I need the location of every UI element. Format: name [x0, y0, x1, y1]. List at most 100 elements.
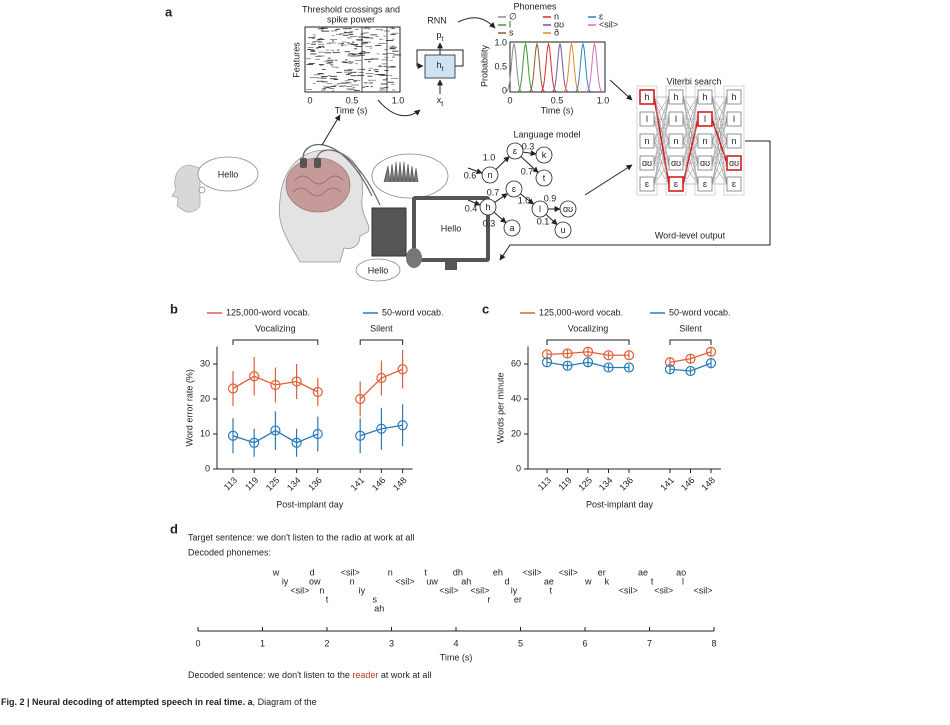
phoneme: <sil> — [396, 576, 415, 586]
marker — [249, 371, 260, 382]
phoneme: k — [605, 576, 610, 586]
sentence-part: at work at all — [378, 670, 431, 680]
y-tick-label: 0 — [205, 463, 210, 473]
phoneme: <sil> — [290, 585, 309, 595]
viterbi-edge — [653, 140, 670, 185]
legend-label: 50-word vocab. — [669, 307, 731, 317]
marker — [397, 364, 408, 375]
lm-edge — [545, 214, 558, 226]
lm-weight: 0.3 — [522, 141, 535, 151]
x-axis-label: Post-implant day — [586, 499, 654, 509]
lm-node — [535, 169, 553, 187]
y-tick-label: 60 — [511, 358, 521, 368]
lm-weight: 0.7 — [521, 166, 534, 176]
viterbi-state-label: ɛ — [732, 179, 736, 189]
rnn-symbol: ht — [437, 60, 444, 72]
viterbi-state-label: ɑʊ — [671, 158, 681, 168]
viterbi-state — [697, 133, 713, 149]
viterbi-state-label: h — [644, 92, 649, 102]
symbol: p — [437, 30, 442, 40]
marker — [623, 362, 635, 373]
x-tick-label: 148 — [391, 475, 409, 493]
phoneme: <sil> — [654, 585, 673, 595]
phoneme: iy — [511, 585, 518, 595]
marker — [270, 425, 281, 436]
lm-weight: 0.3 — [483, 218, 496, 228]
symbol: h — [437, 60, 442, 70]
viterbi-state-label: n — [702, 136, 707, 146]
x-tick-label: 148 — [699, 475, 717, 493]
viterbi-state-label: h — [731, 92, 736, 102]
viterbi-edge — [711, 96, 728, 164]
viterbi-state — [726, 155, 742, 171]
lm-node-label: ɛ — [512, 184, 516, 194]
lm-edge — [467, 167, 483, 175]
arrows — [321, 17, 771, 261]
legend-label: ɛ — [599, 11, 603, 21]
heatmap-xtick: 1.0 — [392, 95, 405, 105]
x-tick-label: 136 — [306, 475, 324, 493]
viterbi-state-label: n — [673, 136, 678, 146]
heatmap-xlabel: Time (s) — [335, 105, 368, 115]
viterbi-state — [697, 155, 713, 171]
chart — [207, 312, 413, 473]
viterbi-state-label: ɛ — [703, 179, 707, 189]
viterbi-path — [711, 118, 728, 164]
lm-node — [481, 166, 499, 184]
lm-node-label: l — [539, 204, 541, 214]
time-tick-label: 8 — [711, 638, 716, 648]
phoneme: ae — [544, 576, 554, 586]
viterbi-state — [668, 155, 684, 171]
legend-label: 50-word vocab. — [382, 307, 444, 317]
group-label: Silent — [370, 323, 393, 333]
lm-edge — [495, 156, 510, 170]
heatmap-xtick: 0.5 — [346, 95, 359, 105]
phoneme-curve — [528, 42, 546, 93]
legend-label: l — [509, 19, 511, 29]
group-bracket — [359, 339, 404, 345]
lm-edge — [467, 199, 481, 206]
viterbi-path — [653, 96, 670, 185]
phonemes-ytick: 0 — [502, 85, 507, 95]
phoneme: l — [682, 576, 684, 586]
legend-label: ð — [554, 27, 559, 37]
viterbi-state — [697, 89, 713, 105]
viterbi-state-label: l — [675, 114, 677, 124]
x-tick-label: 113 — [536, 475, 553, 492]
phoneme: <sil> — [523, 567, 542, 577]
subscript: t — [442, 66, 444, 73]
lm-node-label: n — [487, 170, 492, 180]
x-tick-label: 141 — [658, 475, 676, 493]
panel-label: c — [482, 301, 489, 316]
marker — [685, 353, 696, 364]
viterbi-state — [697, 111, 713, 127]
phoneme: t — [651, 576, 654, 586]
viterbi-state — [726, 89, 742, 105]
caption-bold: Fig. 2 | Neural decoding of attempted sp… — [1, 697, 254, 707]
phonemes-xlabel: Time (s) — [541, 105, 574, 115]
phoneme: w — [272, 567, 280, 577]
lm-weight: 0.7 — [487, 187, 500, 197]
group-bracket — [232, 339, 319, 345]
marker — [376, 423, 387, 434]
marker — [291, 376, 302, 387]
viterbi-state — [668, 133, 684, 149]
lm-weight: 0.9 — [544, 193, 557, 203]
legend-label: 125,000-word vocab. — [226, 307, 310, 317]
legend-label: ∅ — [509, 11, 517, 21]
phoneme: t — [424, 567, 427, 577]
decoded-sentence: Decoded sentence: we don't listen to the… — [188, 670, 431, 680]
lm-weight: 1.0 — [483, 152, 496, 162]
phonemes-ylabel: Probability — [479, 44, 489, 87]
viterbi-state — [726, 111, 742, 127]
y-tick-label: 40 — [511, 393, 521, 403]
phoneme: d — [310, 567, 315, 577]
phoneme-curve — [574, 42, 592, 93]
marker — [582, 357, 594, 368]
marker — [291, 437, 302, 448]
phoneme: iy — [282, 576, 289, 586]
panel-label: d — [170, 521, 178, 536]
phoneme: er — [514, 594, 522, 604]
decoded-label: Decoded phonemes: — [188, 547, 271, 557]
marker — [623, 350, 635, 361]
